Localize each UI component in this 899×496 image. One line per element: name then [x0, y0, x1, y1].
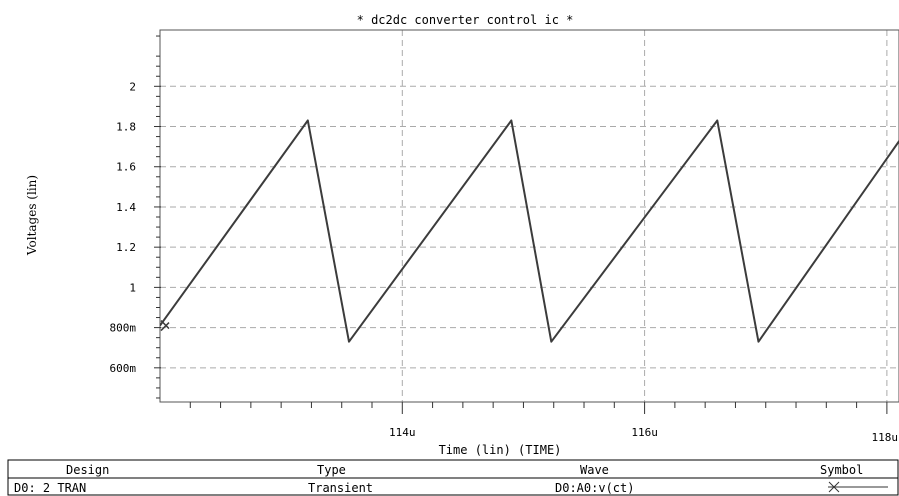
- legend-row-design: D0: 2 TRAN: [14, 481, 86, 495]
- x-axis-label: Time (lin) (TIME): [439, 443, 562, 457]
- legend-header-wave: Wave: [580, 463, 609, 477]
- x-tick-label: 114u: [389, 426, 416, 439]
- series-line-0[interactable]: [160, 119, 899, 343]
- chart-title: * dc2dc converter control ic *: [357, 13, 574, 27]
- series-marker: [160, 320, 170, 330]
- y-tick-label: 1.8: [116, 121, 136, 134]
- series-layer[interactable]: [160, 119, 899, 343]
- y-tick-label: 2: [129, 80, 136, 93]
- y-tick-label: 1.2: [116, 241, 136, 254]
- y-tick-label: 1: [129, 281, 136, 294]
- y-tick-label: 1.4: [116, 201, 136, 214]
- legend-row-type: Transient: [308, 481, 373, 495]
- y-axis-label: Voltages (lin): [25, 175, 39, 256]
- x-tick-label: 116u: [631, 426, 658, 439]
- legend-symbol-cross-b: [828, 481, 840, 493]
- plot-frame: [159, 29, 899, 403]
- grid-lines: [160, 30, 899, 402]
- legend-header-type: Type: [317, 463, 346, 477]
- legend-table: Design Type Wave Symbol D0: 2 TRAN Trans…: [7, 459, 899, 496]
- legend-header-symbol: Symbol: [820, 463, 863, 477]
- x-tick-label: 118u: [872, 431, 899, 444]
- y-tick-label: 600m: [110, 362, 137, 375]
- y-tick-label: 1.6: [116, 161, 136, 174]
- axis-ticks: 600m 800m 1 1.2 1.4 1.6 1.8 2 114u 116u 118u: [110, 35, 899, 444]
- y-tick-label: 800m: [110, 322, 137, 335]
- series-marker: [160, 322, 170, 332]
- legend-row-wave[interactable]: D0:A0:v(ct): [555, 481, 634, 495]
- legend-row-symbol: [828, 481, 888, 493]
- legend-header-design: Design: [66, 463, 109, 477]
